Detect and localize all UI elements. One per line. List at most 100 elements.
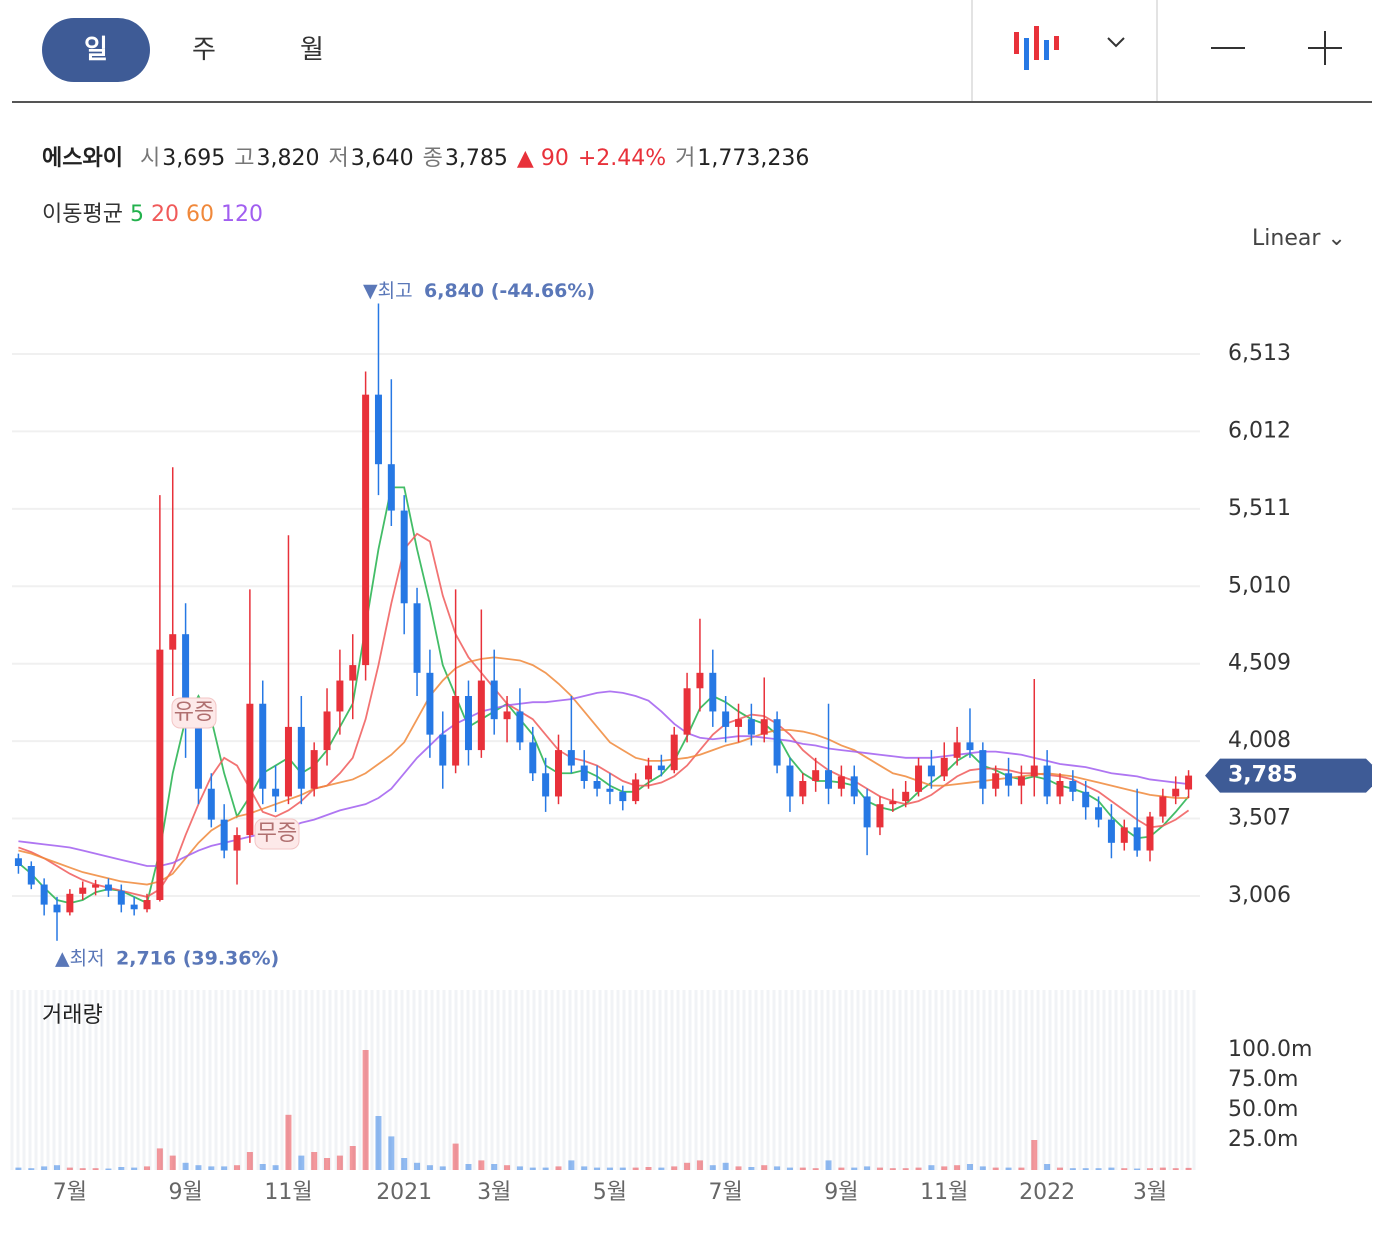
candle-body <box>902 791 910 802</box>
volume-bar <box>169 1155 176 1170</box>
event-label: 유증 <box>174 700 214 725</box>
volume-bar <box>131 1167 138 1170</box>
q-value: 1,773,236 <box>697 146 810 171</box>
volume-bar <box>79 1168 86 1170</box>
volume-tick-label: 100.0m <box>1228 1037 1312 1062</box>
volume-bar <box>1108 1167 1115 1170</box>
volume-bar <box>606 1167 613 1170</box>
volume-bar <box>941 1166 948 1170</box>
candle-body <box>1005 773 1013 786</box>
q-label: 종 <box>422 146 443 171</box>
candle-body <box>940 757 948 777</box>
change-pct: +2.44% <box>577 146 667 171</box>
volume-bar <box>144 1166 151 1170</box>
volume-bar <box>1018 1167 1025 1170</box>
candle-body <box>297 726 305 789</box>
volume-bar <box>54 1165 61 1170</box>
volume-bar <box>825 1160 832 1170</box>
y-tick-label: 5,010 <box>1228 573 1291 598</box>
candle-body <box>194 726 202 789</box>
volume-bar <box>542 1167 549 1170</box>
volume-bar <box>478 1160 485 1170</box>
toolbar-icons <box>12 0 1372 103</box>
candle-body <box>837 776 845 789</box>
volume-bar <box>671 1166 678 1170</box>
volume-bar <box>992 1167 999 1170</box>
q-value: 3,820 <box>256 146 320 171</box>
zoom-in[interactable] <box>1308 31 1342 65</box>
low-note-label: ▲최저 <box>55 947 105 969</box>
ma-legend-item: 5 <box>129 202 144 227</box>
tab-day[interactable]: 일 <box>42 18 150 82</box>
x-tick-label: 9월 <box>168 1180 202 1205</box>
candle-body <box>284 726 292 797</box>
ma-legend-item: 120 <box>220 202 263 227</box>
volume-bar <box>414 1162 421 1170</box>
candle-body <box>1172 788 1180 797</box>
candle-body <box>760 719 768 735</box>
volume-bar <box>401 1158 408 1170</box>
candle-body <box>1107 819 1115 843</box>
volume-bar <box>696 1160 703 1170</box>
last-price-label: 3,785 <box>1228 763 1298 788</box>
q-label: 고 <box>234 146 255 171</box>
ma-title: 이동평균 <box>42 202 123 227</box>
x-tick-label: 3월 <box>477 1180 511 1205</box>
y-tick-label: 3,507 <box>1228 806 1291 831</box>
candle-body <box>104 884 112 891</box>
volume-bar <box>208 1166 215 1170</box>
volume-bar <box>1056 1167 1063 1170</box>
volume-bar <box>966 1164 973 1170</box>
x-tick-label: 11월 <box>264 1180 312 1205</box>
x-tick-label: 2022 <box>1019 1180 1075 1205</box>
volume-bar <box>594 1167 601 1170</box>
volume-bar <box>902 1168 909 1170</box>
q-value: 3,785 <box>444 146 508 171</box>
volume-bar <box>761 1165 768 1170</box>
candle-body <box>1120 827 1128 843</box>
volume-bar <box>838 1167 845 1170</box>
volume-tick-label: 75.0m <box>1228 1067 1298 1092</box>
volume-bar <box>619 1167 626 1170</box>
x-tick-label: 2021 <box>376 1180 432 1205</box>
volume-bar <box>1134 1168 1141 1170</box>
candle-body <box>953 742 961 758</box>
volume-bar <box>864 1166 871 1170</box>
candle-body <box>1069 781 1077 792</box>
candle-body <box>645 765 653 780</box>
scale-select[interactable]: Linear ⌄ <box>1252 226 1346 251</box>
volume-bar <box>388 1136 395 1170</box>
candle-body <box>683 688 691 735</box>
ma-line <box>18 690 1189 867</box>
volume-bar <box>156 1148 163 1170</box>
candle-body <box>915 765 923 792</box>
volume-bar <box>979 1166 986 1170</box>
candle-body <box>349 665 357 681</box>
volume-bar <box>1121 1168 1128 1170</box>
volume-bar <box>774 1166 781 1170</box>
volume-bar <box>1146 1168 1153 1170</box>
toolbar: 일 주 월 <box>0 0 1392 103</box>
candle-body <box>27 865 35 885</box>
volume-tick-label: 25.0m <box>1228 1127 1298 1152</box>
volume-bar <box>1069 1168 1076 1170</box>
candle-body <box>567 750 575 766</box>
volume-bar <box>504 1165 511 1170</box>
chart-type-icon[interactable] <box>1014 26 1059 70</box>
candle-body <box>825 770 833 789</box>
candle-body <box>529 742 537 774</box>
x-tick-label: 7월 <box>53 1180 87 1205</box>
q-label: 저 <box>328 146 349 171</box>
candle-body <box>490 680 498 720</box>
candle-body <box>207 788 215 820</box>
candle-body <box>53 904 61 913</box>
dropdown-icon[interactable] <box>1107 37 1125 48</box>
tab-month[interactable]: 월 <box>300 35 324 65</box>
tab-week[interactable]: 주 <box>192 35 216 65</box>
volume-bar <box>324 1158 331 1170</box>
y-tick-label: 4,008 <box>1228 728 1291 753</box>
volume-bar <box>786 1167 793 1170</box>
candle-body <box>259 703 267 789</box>
volume-bar <box>709 1165 716 1170</box>
candle-body <box>452 696 460 766</box>
